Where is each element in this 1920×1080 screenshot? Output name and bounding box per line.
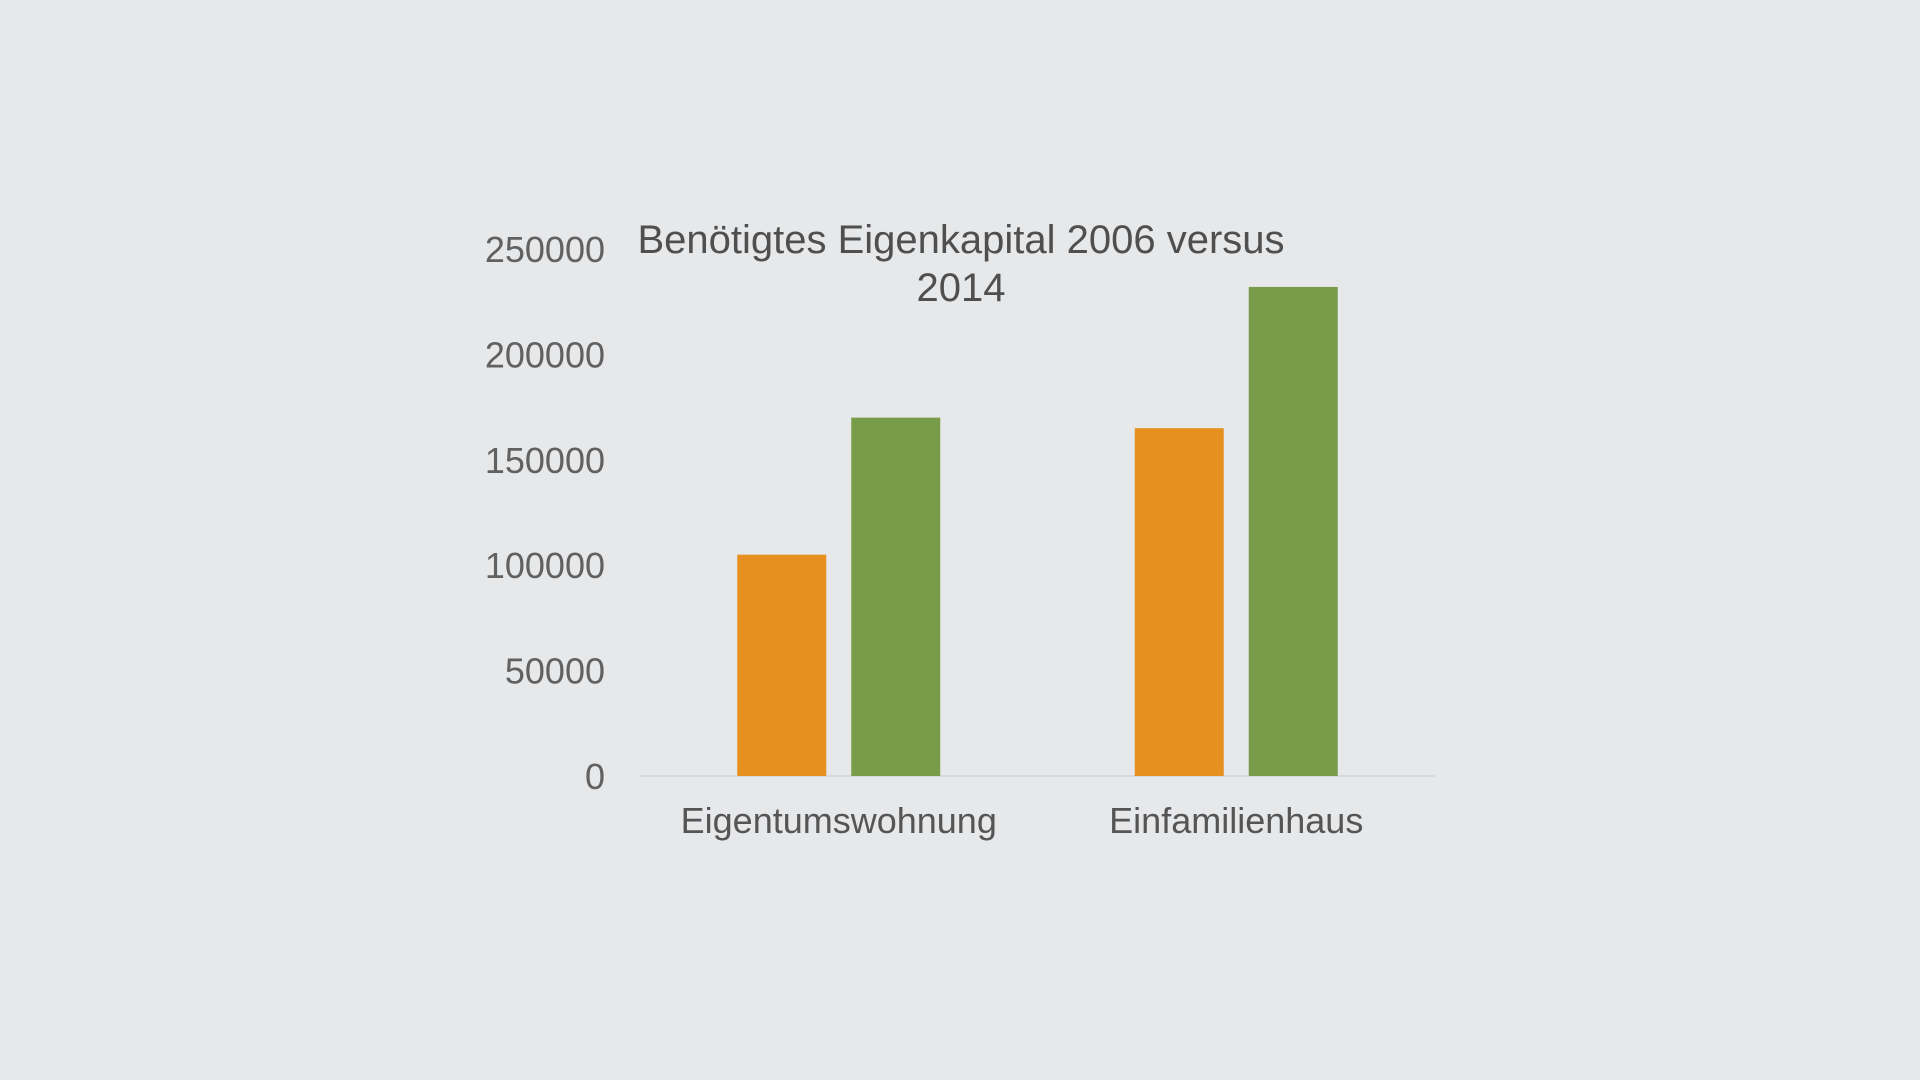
chart-title-line-1: Benötigtes Eigenkapital 2006 versus <box>637 218 1284 262</box>
bars-group <box>737 286 1338 776</box>
y-tick-label: 200000 <box>485 334 605 375</box>
y-axis-tick-labels: 0 50000 100000 150000 200000 250000 <box>485 229 605 797</box>
y-tick-label: 150000 <box>485 440 605 481</box>
bar-series-1-eigentumswohnung <box>737 554 827 776</box>
bar-series-1-einfamilienhaus <box>1134 428 1224 776</box>
chart-title-line-2: 2014 <box>917 266 1006 310</box>
y-tick-label: 100000 <box>485 545 605 586</box>
x-axis-category-labels: Eigentumswohnung Einfamilienhaus <box>681 800 1364 841</box>
y-tick-label: 50000 <box>505 651 605 692</box>
bar-series-2-einfamilienhaus <box>1248 286 1338 776</box>
bar-series-2-eigentumswohnung <box>851 417 941 776</box>
x-category-label: Einfamilienhaus <box>1109 800 1363 841</box>
y-tick-label: 0 <box>585 756 605 797</box>
x-category-label: Eigentumswohnung <box>681 800 997 841</box>
y-tick-label: 250000 <box>485 229 605 270</box>
